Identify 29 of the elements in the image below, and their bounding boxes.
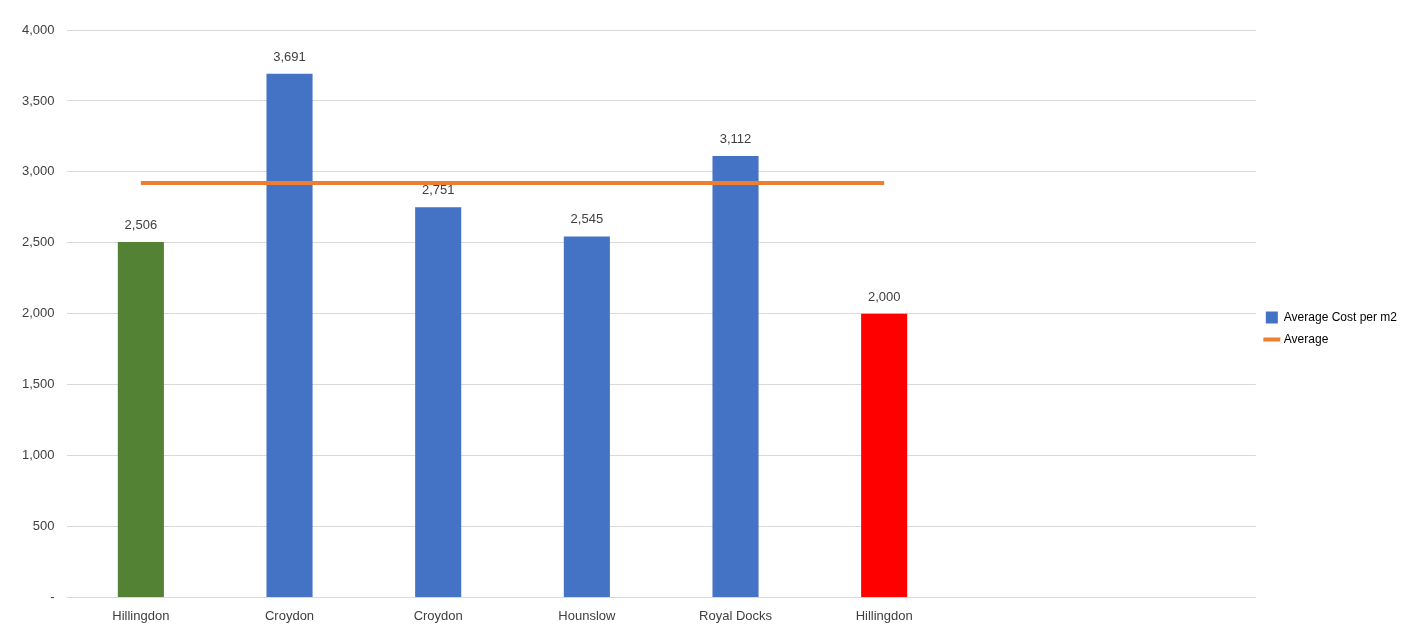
data-label: 2,000 xyxy=(867,288,901,304)
legend-label: Average xyxy=(1283,331,1329,346)
legend-label: Average Cost per m2 xyxy=(1283,309,1398,324)
data-label: 3,112 xyxy=(719,131,752,147)
x-tick-label: Croydon xyxy=(264,607,315,623)
bar xyxy=(712,155,759,597)
x-tick-label: Hounslow xyxy=(558,607,616,623)
x-tick-label: Royal Docks xyxy=(699,607,773,623)
data-label: 2,506 xyxy=(124,217,158,232)
data-label: 2,751 xyxy=(421,182,455,198)
y-tick-label: - xyxy=(50,588,55,604)
y-tick-label: 1,500 xyxy=(21,376,55,392)
y-tick-label: 500 xyxy=(32,518,55,534)
bar xyxy=(415,207,462,597)
y-tick-label: 3,000 xyxy=(21,163,55,179)
x-tick-label: Croydon xyxy=(413,607,463,623)
bar xyxy=(117,241,164,597)
y-tick-label: 4,000 xyxy=(21,21,55,37)
bar xyxy=(861,313,908,597)
bar xyxy=(563,236,610,597)
data-label: 2,545 xyxy=(570,211,604,227)
y-tick-label: 3,500 xyxy=(21,92,55,108)
x-tick-label: Hillingdon xyxy=(855,607,913,623)
data-label: 3,691 xyxy=(273,48,306,64)
bar xyxy=(266,73,313,597)
x-tick-label: Hillingdon xyxy=(112,607,170,623)
y-tick-label: 2,500 xyxy=(21,234,55,250)
y-tick-label: 2,000 xyxy=(21,305,55,321)
y-tick-label: 1,000 xyxy=(21,447,55,463)
